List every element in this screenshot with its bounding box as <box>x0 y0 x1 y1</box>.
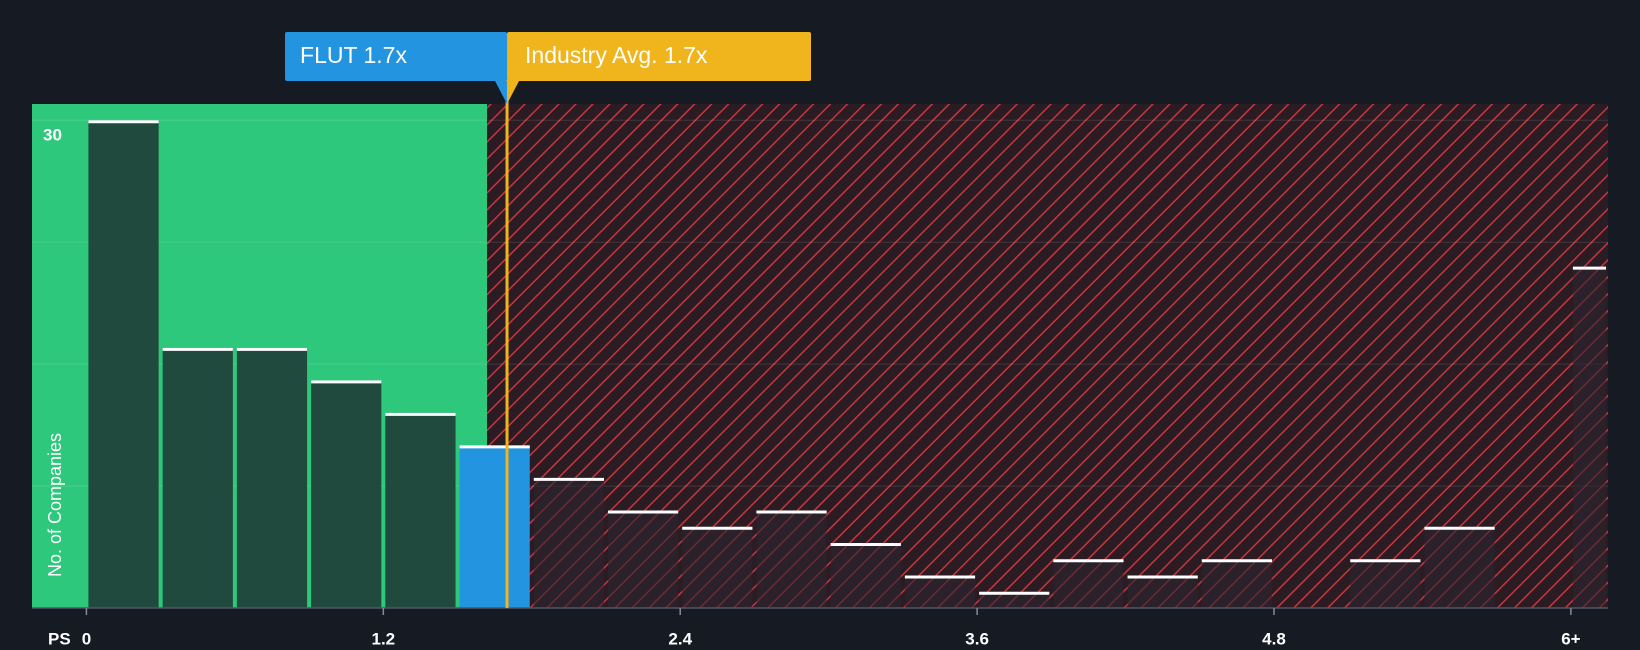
x-axis-label: PS <box>48 629 71 648</box>
y-axis-label: No. of Companies <box>45 433 65 577</box>
y-tick-label: 30 <box>43 126 62 145</box>
x-tick-label: 2.4 <box>668 629 692 648</box>
x-tick-label: 0 <box>82 629 91 648</box>
x-tick-label: 3.6 <box>965 629 989 648</box>
bar <box>904 575 976 608</box>
industry-label-box <box>507 32 812 81</box>
company-pointer <box>495 81 508 104</box>
bar <box>162 347 233 608</box>
bar <box>682 526 753 608</box>
x-tick-label: 1.2 <box>372 629 396 648</box>
bar <box>1424 526 1495 608</box>
bar <box>385 412 456 608</box>
industry-label: Industry Avg. 1.7x <box>525 42 708 68</box>
bar <box>1572 266 1606 608</box>
bar <box>459 445 530 608</box>
bar <box>88 120 159 609</box>
bar <box>1127 575 1198 608</box>
x-tick-label: 6+ <box>1561 629 1580 648</box>
bar <box>533 477 604 608</box>
bar <box>236 347 308 608</box>
bar <box>756 510 827 608</box>
bar <box>830 542 901 608</box>
bar <box>311 380 382 608</box>
x-tick-label: 4.8 <box>1262 629 1286 648</box>
industry-pointer <box>507 81 520 104</box>
bar <box>1053 559 1124 608</box>
company-label: FLUT 1.7x <box>300 42 407 68</box>
company-label-box <box>285 32 508 81</box>
bar <box>1201 559 1272 608</box>
bar <box>1350 559 1421 608</box>
bar <box>979 591 1050 608</box>
bar <box>607 510 679 608</box>
